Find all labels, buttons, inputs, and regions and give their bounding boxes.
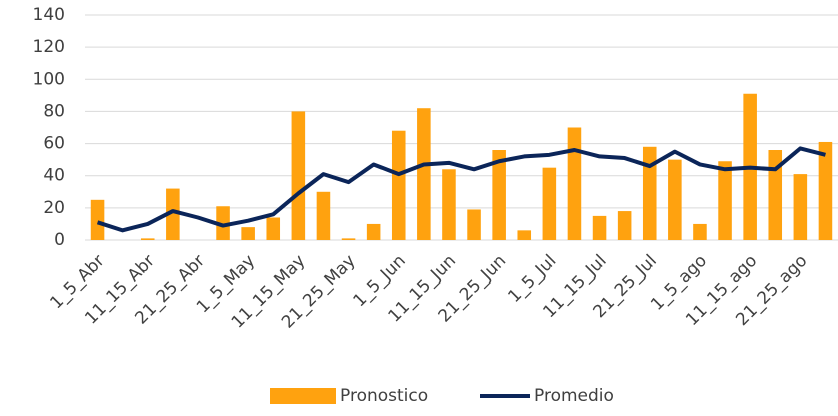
bar xyxy=(316,191,331,240)
bar xyxy=(693,223,707,240)
bar xyxy=(341,238,356,240)
y-tick-label: 140 xyxy=(33,5,65,25)
bar xyxy=(166,188,180,240)
bar xyxy=(617,211,632,240)
y-tick-label: 20 xyxy=(43,198,65,218)
legend-swatch xyxy=(270,388,336,404)
bar xyxy=(291,111,306,240)
bar xyxy=(391,130,406,240)
bar xyxy=(467,209,481,240)
legend-label: Promedio xyxy=(534,386,614,406)
legend-label: Pronostico xyxy=(340,386,428,406)
bar xyxy=(266,217,281,240)
y-tick-label: 40 xyxy=(43,166,65,186)
y-tick-label: 120 xyxy=(33,37,65,57)
bar xyxy=(718,161,732,240)
bar xyxy=(366,223,381,240)
bar xyxy=(642,146,657,240)
bar xyxy=(90,199,105,240)
bar xyxy=(442,169,456,240)
y-tick-label: 0 xyxy=(54,230,65,250)
bar xyxy=(241,227,255,240)
line xyxy=(96,146,826,233)
bar xyxy=(216,206,230,240)
y-tick-label: 60 xyxy=(43,134,65,154)
y-tick-label: 80 xyxy=(43,101,65,121)
bar xyxy=(417,108,431,240)
bar xyxy=(818,141,833,240)
bar xyxy=(492,150,506,240)
bar xyxy=(668,159,682,240)
bar xyxy=(517,230,532,240)
bar xyxy=(140,238,155,240)
y-tick-label: 100 xyxy=(33,69,65,89)
bar xyxy=(567,127,582,240)
bar xyxy=(793,174,808,240)
bar xyxy=(768,150,783,240)
bar xyxy=(592,215,607,240)
bar xyxy=(542,167,557,240)
